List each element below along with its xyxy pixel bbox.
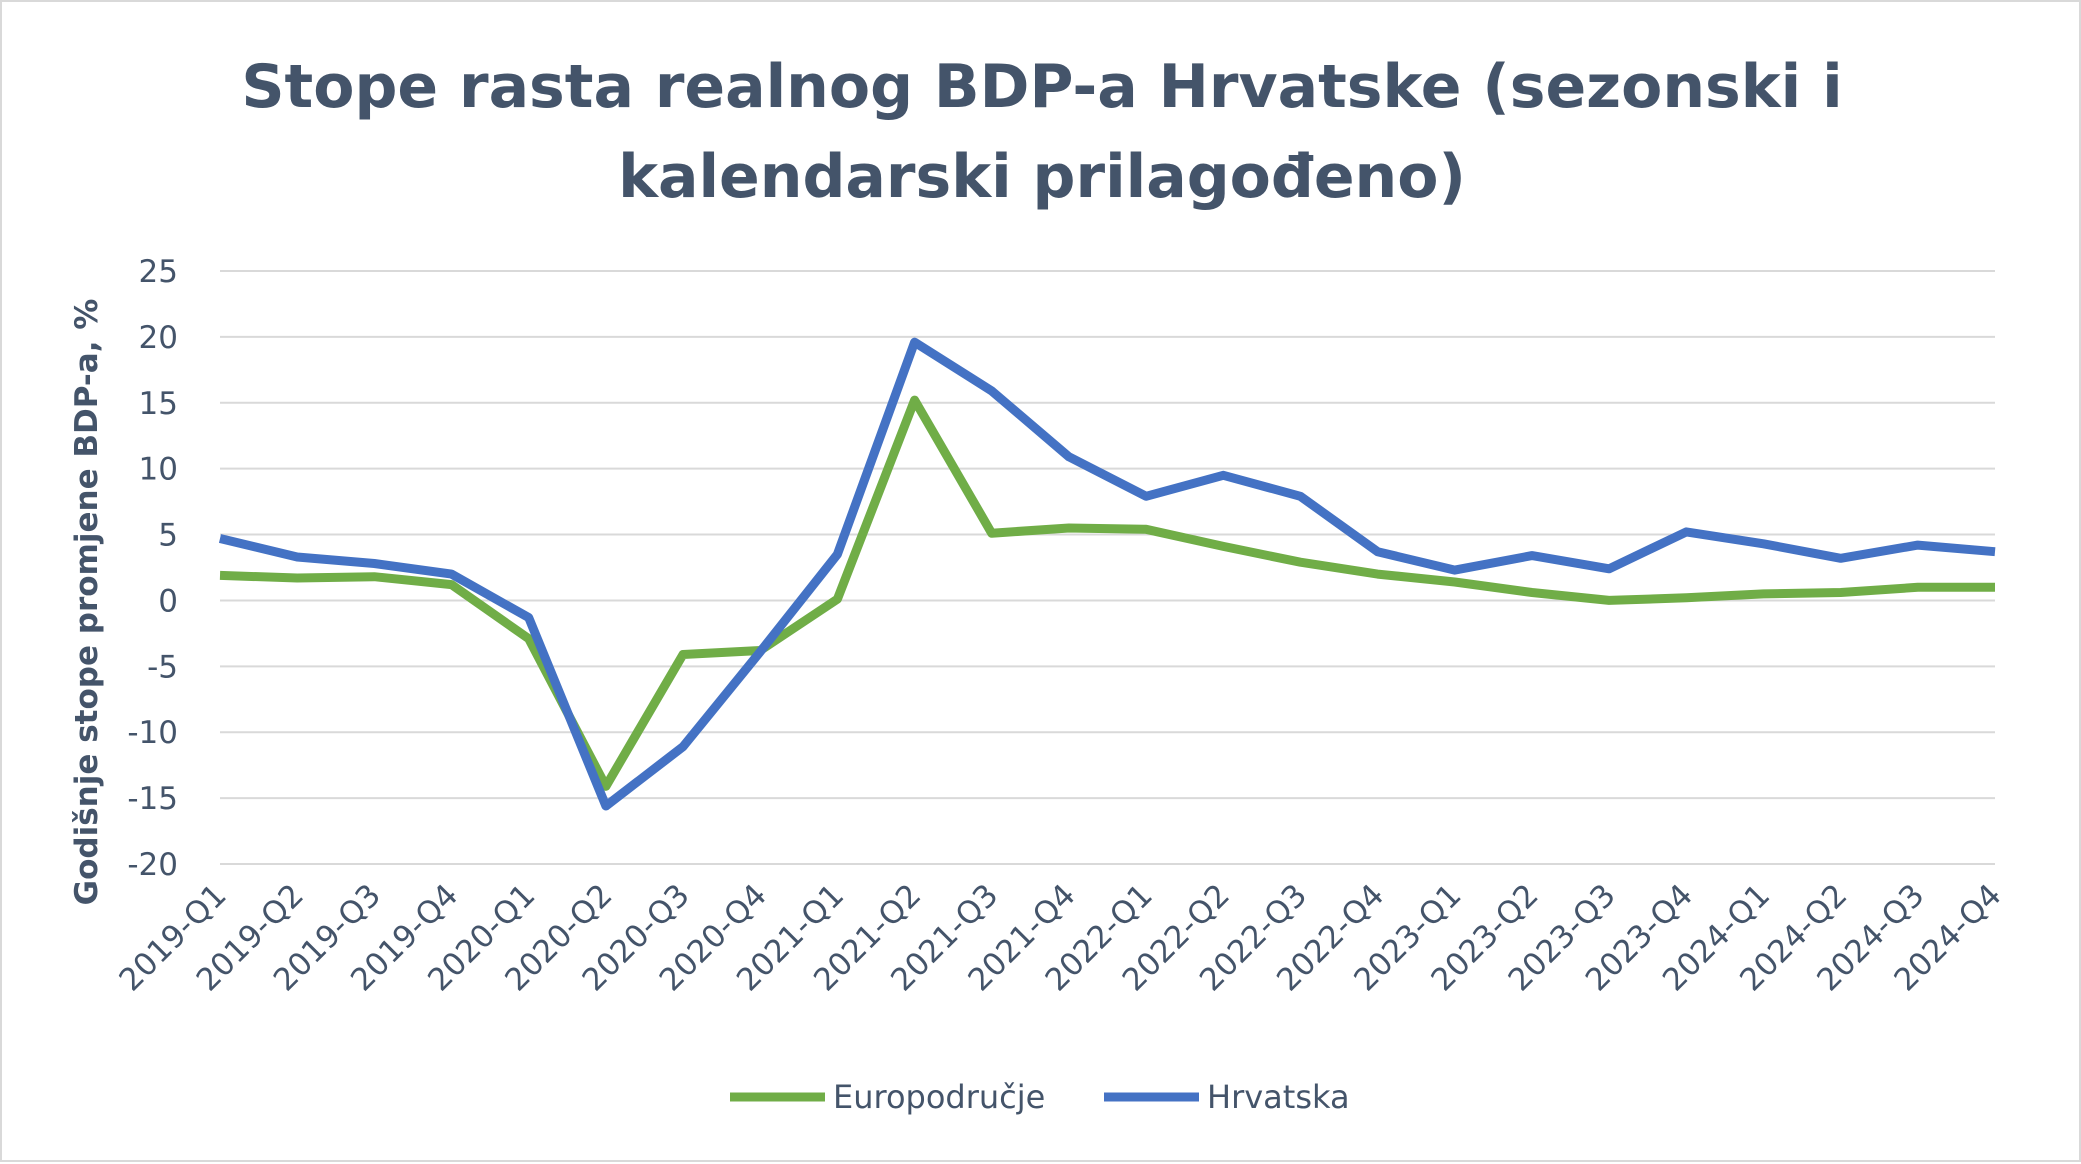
y-tick-label: 0: [158, 583, 178, 619]
gridlines: [220, 270, 1995, 865]
y-tick-label: 10: [139, 452, 178, 488]
y-tick-label: -15: [127, 781, 178, 817]
y-tick-label: -20: [127, 847, 178, 883]
y-tick-label: 15: [139, 386, 178, 422]
chart-title-line-2: kalendarski prilagođeno): [618, 142, 1466, 212]
legend: Europodručje Hrvatska: [730, 1078, 1350, 1116]
y-tick-label: 25: [139, 254, 178, 290]
y-tick-label: -10: [127, 715, 178, 751]
x-axis-ticks: 2019-Q12019-Q22019-Q32019-Q42020-Q12020-…: [112, 877, 2008, 998]
y-tick-label: -5: [147, 649, 178, 685]
legend-label: Europodručje: [833, 1078, 1045, 1116]
series-line-hrvatska: [218, 337, 1996, 811]
y-tick-label: 20: [139, 320, 178, 356]
chart-title: Stope rasta realnog BDP-a Hrvatske (sezo…: [241, 52, 1842, 212]
y-axis-title: Godišnje stope promjene BDP-a, %: [69, 299, 105, 906]
series-lines: [218, 337, 1996, 811]
series-line-europodrucje: [219, 395, 1995, 791]
y-tick-label: 5: [158, 518, 178, 554]
chart-title-line-1: Stope rasta realnog BDP-a Hrvatske (sezo…: [241, 52, 1842, 122]
y-axis-ticks: 25 20 15 10 5 0 -5 -10 -15 -20: [127, 254, 178, 883]
legend-label: Hrvatska: [1207, 1078, 1350, 1116]
